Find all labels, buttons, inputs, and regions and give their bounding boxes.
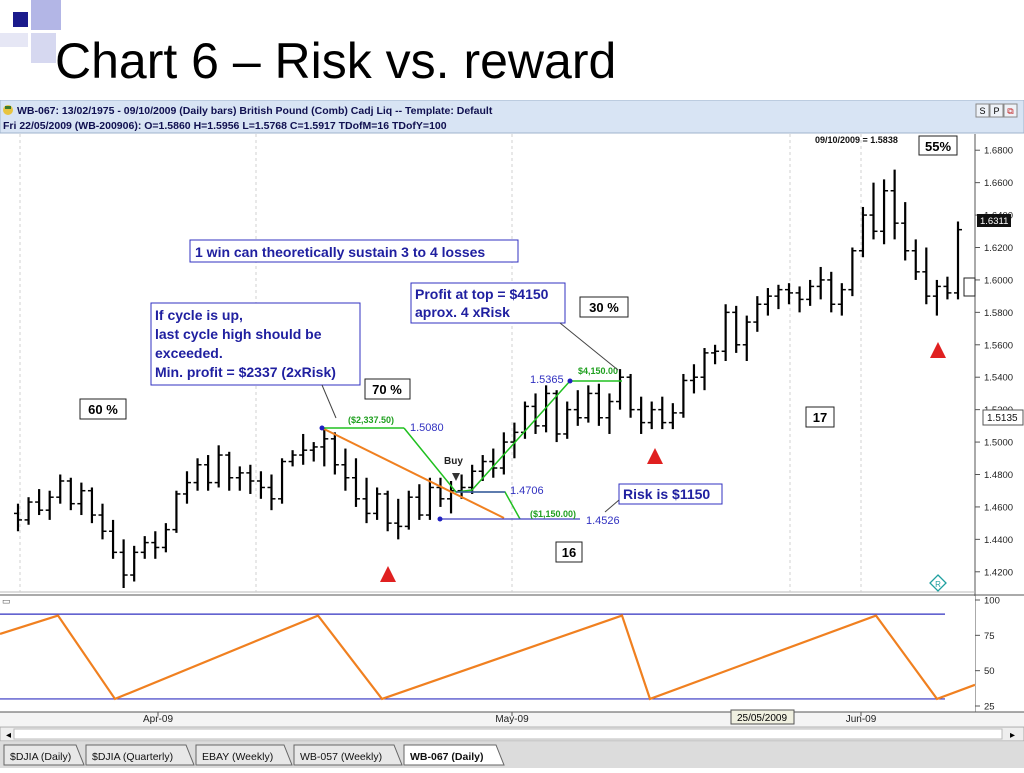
price-tick-label: 1.4200 xyxy=(984,567,1013,578)
date-tick-label: May-09 xyxy=(495,714,529,725)
pct-55: 55% xyxy=(925,139,951,154)
level-14706: 1.4706 xyxy=(510,485,544,497)
svg-text:R: R xyxy=(935,580,941,589)
slide-title: Chart 6 – Risk vs. reward xyxy=(55,32,616,90)
level-15365: 1.5365 xyxy=(530,374,564,386)
cycle-note-4: Min. profit = $2337 (2xRisk) xyxy=(155,364,336,380)
profit-note-2: aprox. 4 xRisk xyxy=(415,304,510,320)
tab-4[interactable]: WB-067 (Daily) xyxy=(404,745,504,765)
tab-label: WB-057 (Weekly) xyxy=(300,751,382,763)
gain-2337-label: ($2,337.50) xyxy=(348,415,394,425)
tab-2[interactable]: EBAY (Weekly) xyxy=(196,745,292,765)
window-buttons[interactable]: S P ⧉ xyxy=(976,104,1017,117)
date-marker: 25/05/2009 xyxy=(737,713,787,724)
chart-window: WB-067: 13/02/1975 - 09/10/2009 (Daily b… xyxy=(0,100,1024,768)
pct-70: 70 % xyxy=(372,382,402,397)
price-tick-label: 1.5000 xyxy=(984,438,1013,449)
detach-icon: ⧉ xyxy=(1007,106,1014,116)
price-tick-label: 1.6600 xyxy=(984,178,1013,189)
gain-4150-label: $4,150.00 xyxy=(578,366,618,376)
tab-0[interactable]: $DJIA (Daily) xyxy=(4,745,84,765)
price-tick-label: 1.4600 xyxy=(984,502,1013,513)
price-tick-label: 1.5600 xyxy=(984,340,1013,351)
high-point xyxy=(320,426,325,431)
tab-label: EBAY (Weekly) xyxy=(202,751,273,763)
price-tick-label: 1.6200 xyxy=(984,243,1013,254)
win-note: 1 win can theoretically sustain 3 to 4 l… xyxy=(195,244,485,260)
indicator-tick-label: 100 xyxy=(984,596,1000,607)
buy-label: Buy xyxy=(444,456,463,467)
scrollbar-track[interactable] xyxy=(14,729,1002,739)
price-pane[interactable] xyxy=(0,134,975,592)
price-tick-label: 1.4800 xyxy=(984,470,1013,481)
chart-canvas[interactable]: WB-067: 13/02/1975 - 09/10/2009 (Daily b… xyxy=(0,100,1024,768)
tab-label: $DJIA (Quarterly) xyxy=(92,751,173,763)
pct-30: 30 % xyxy=(589,300,619,315)
cycle-note-2: last cycle high should be xyxy=(155,326,322,342)
price-tick-label: 1.5800 xyxy=(984,308,1013,319)
date-tick-label: Jun-09 xyxy=(846,714,877,725)
price-tick-label: 1.4400 xyxy=(984,535,1013,546)
indicator-dash: ▭ xyxy=(2,596,11,606)
cycle-note-3: exceeded. xyxy=(155,345,223,361)
loss-1150-label: ($1,150.00) xyxy=(530,509,576,519)
top-point xyxy=(568,379,573,384)
cursor-price-text: 1.5135 xyxy=(987,413,1018,424)
window-title: WB-067: 13/02/1975 - 09/10/2009 (Daily b… xyxy=(17,105,493,117)
scroll-left-icon[interactable]: ◂ xyxy=(6,730,11,741)
s-button-label: S xyxy=(979,106,985,116)
tab-1[interactable]: $DJIA (Quarterly) xyxy=(86,745,194,765)
tab-3[interactable]: WB-057 (Weekly) xyxy=(294,745,402,765)
price-tick-label: 1.6800 xyxy=(984,146,1013,157)
cycle-16: 16 xyxy=(562,545,576,560)
price-tick-label: 1.6000 xyxy=(984,275,1013,286)
low-point xyxy=(438,517,443,522)
app-icon xyxy=(3,105,13,115)
pct-60: 60 % xyxy=(88,402,118,417)
cycle-note-1: If cycle is up, xyxy=(155,307,243,323)
indicator-tick-label: 25 xyxy=(984,702,995,713)
last-value-readout: 09/10/2009 = 1.5838 xyxy=(815,135,898,145)
current-price-text: 1.6311 xyxy=(980,216,1008,227)
scroll-right-icon[interactable]: ▸ xyxy=(1010,730,1015,741)
profit-note-1: Profit at top = $4150 xyxy=(415,286,549,302)
price-marker-box xyxy=(964,278,975,296)
tab-label: $DJIA (Daily) xyxy=(10,751,71,763)
price-tick-label: 1.5400 xyxy=(984,373,1013,384)
p-button-label: P xyxy=(993,106,999,116)
level-15080: 1.5080 xyxy=(410,422,444,434)
slide-decoration xyxy=(0,0,80,70)
risk-note: Risk is $1150 xyxy=(623,486,710,502)
indicator-tick-label: 50 xyxy=(984,666,995,677)
date-tick-label: Apr-09 xyxy=(143,714,173,725)
tab-label: WB-067 (Daily) xyxy=(410,751,484,763)
indicator-pane[interactable] xyxy=(0,596,975,712)
indicator-tick-label: 75 xyxy=(984,631,995,642)
cycle-17: 17 xyxy=(813,410,827,425)
ohlc-info-line: Fri 22/05/2009 (WB-200906): O=1.5860 H=1… xyxy=(3,120,447,132)
level-14526: 1.4526 xyxy=(586,515,620,527)
